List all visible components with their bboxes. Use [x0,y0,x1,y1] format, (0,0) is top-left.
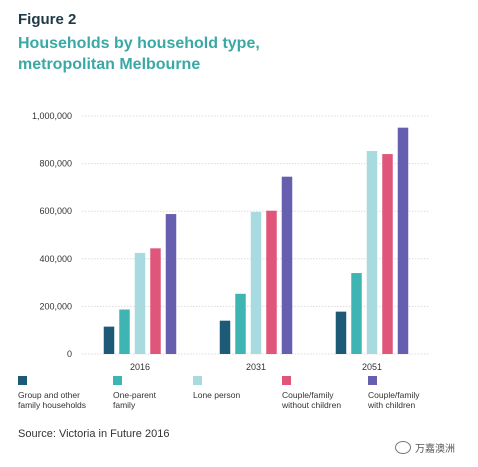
bar [134,252,146,354]
chart-title-line2: metropolitan Melbourne [18,56,201,73]
bar [366,150,378,354]
y-tick-label: 0 [67,349,72,359]
bar [150,248,161,354]
y-tick-label: 600,000 [39,206,72,216]
bar [103,326,115,354]
y-tick-label: 400,000 [39,254,72,264]
bar [382,154,393,354]
x-tick-label: 2031 [246,362,266,372]
legend-label-couple-with: Couple/family with children [368,390,420,410]
bar [397,127,409,354]
legend-swatch-couple-without [282,376,291,385]
watermark: 万嘉澳洲 [395,440,455,455]
legend-label-couple-without: Couple/family without children [282,390,342,410]
source-note: Source: Victoria in Future 2016 [18,428,170,440]
bar [281,176,293,354]
chart-title-line1: Households by household type, [18,35,260,52]
chart-title: Households by household type, metropolit… [18,33,438,75]
bar-chart: 0 200,000 400,000 600,000 800,000 1,000,000 20… [32,111,430,372]
watermark-text: 万嘉澳洲 [415,444,455,455]
bar [219,320,231,354]
x-tick-label: 2016 [130,362,150,372]
legend-swatch-group [18,376,27,385]
x-tick-label: 2051 [362,362,382,372]
bar [165,214,177,354]
y-tick-label: 200,000 [39,301,72,311]
bar [119,309,130,354]
bar [335,311,347,354]
figure-label: Figure 2 [18,11,77,28]
bar [351,273,362,354]
y-tick-label: 1,000,000 [32,111,72,121]
chart-legend: Group and other family households One-pa… [18,376,478,416]
wechat-icon [395,441,411,454]
legend-swatch-couple-with [368,376,377,385]
legend-label-lone-person: Lone person [193,390,241,400]
bar [250,211,262,354]
bar [235,293,246,354]
y-tick-label: 800,000 [39,159,72,169]
legend-label-group: Group and other family households [18,390,87,410]
legend-label-one-parent: One-parent family [113,390,156,410]
legend-swatch-lone-person [193,376,202,385]
legend-swatch-one-parent [113,376,122,385]
bar [266,210,277,354]
